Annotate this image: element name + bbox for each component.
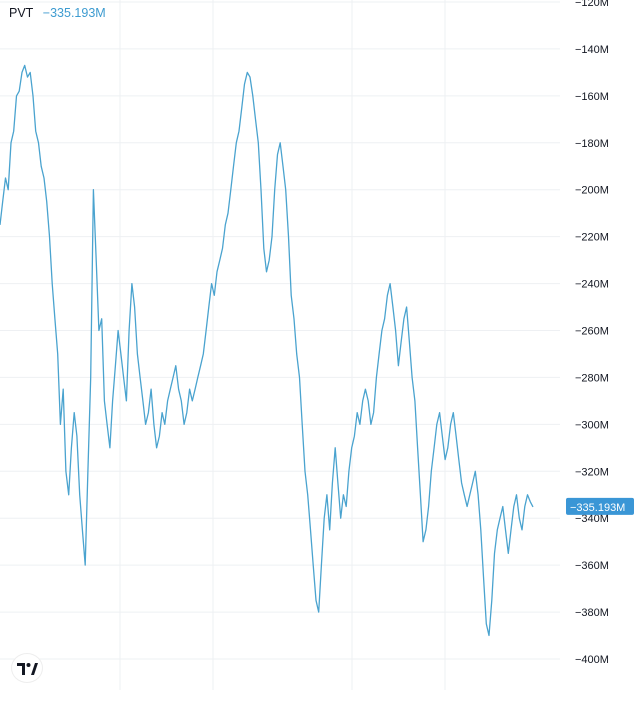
y-tick-label: −220M — [575, 232, 609, 244]
y-tick-label: −120M — [575, 0, 609, 9]
y-tick-label: −280M — [575, 372, 609, 384]
y-tick-label: −380M — [575, 607, 609, 619]
last-price-label-bg — [566, 497, 634, 515]
y-tick-label: −240M — [575, 279, 609, 291]
y-tick-label: −140M — [575, 44, 609, 56]
chart-grid — [0, 0, 560, 690]
legend-value: −335.193M — [42, 6, 106, 20]
y-tick-label: −200M — [575, 185, 609, 197]
y-tick-label: −180M — [575, 138, 609, 150]
y-tick-label: −360M — [575, 560, 609, 572]
chart-series — [0, 64, 534, 637]
y-tick-label: −160M — [575, 91, 609, 103]
chart-legend: PVT −335.193M — [9, 6, 106, 20]
tradingview-logo-glyph — [17, 663, 38, 675]
tradingview-logo-icon[interactable] — [12, 654, 42, 682]
last-price-label-text: −335.193M — [570, 502, 625, 514]
y-tick-label: −260M — [575, 326, 609, 338]
y-tick-label: −300M — [575, 419, 609, 431]
legend-symbol: PVT — [9, 6, 34, 20]
pvt-series-line — [0, 64, 534, 637]
price-axis[interactable]: −120M −140M −160M −180M −200M −220M −240M −260M… — [575, 0, 609, 666]
y-tick-label: −340M — [575, 513, 609, 525]
y-tick-label: −400M — [575, 654, 609, 666]
y-tick-label: −320M — [575, 466, 609, 478]
last-price-label: −335.193M — [566, 497, 634, 515]
